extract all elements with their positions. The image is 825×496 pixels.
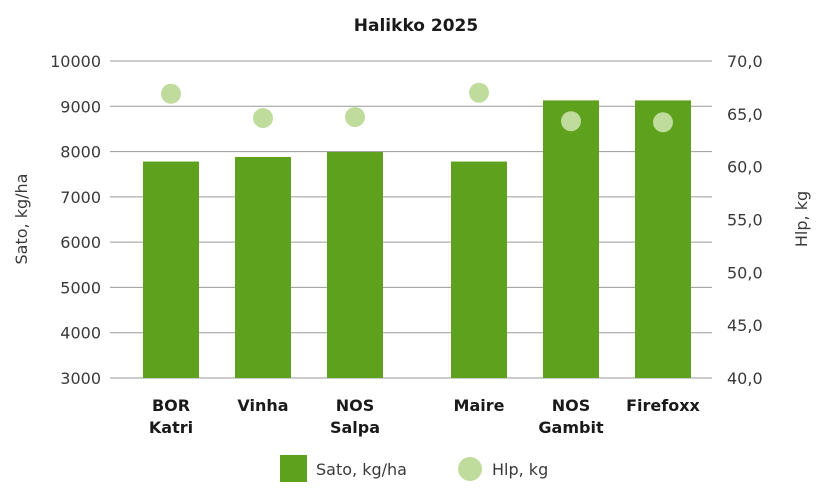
bar: [451, 161, 507, 378]
y-tick-label: 7000: [60, 188, 101, 207]
gridlines: [110, 60, 712, 379]
dot: [469, 82, 489, 103]
bar: [635, 100, 691, 379]
y2-tick-label: 55,0: [727, 211, 763, 230]
y-tick-label: 5000: [60, 278, 101, 297]
y2-tick-label: 45,0: [727, 316, 763, 335]
category-label: Maire: [454, 396, 505, 415]
legend-bar-swatch: [280, 455, 307, 482]
y2-tick-label: 65,0: [727, 105, 763, 124]
bar: [143, 161, 199, 378]
category-label: Vinha: [237, 396, 288, 415]
y-tick-label: 8000: [60, 143, 101, 162]
dot: [653, 112, 673, 133]
y-tick-label: 3000: [60, 369, 101, 388]
category-label: Salpa: [330, 418, 380, 437]
legend: Sato, kg/ha Hlp, kg: [280, 455, 548, 482]
category-label: NOS: [552, 396, 591, 415]
y-tick-label: 4000: [60, 324, 101, 343]
category-label: Katri: [149, 418, 193, 437]
y2-tick-label: 70,0: [727, 52, 763, 71]
y-tick-label: 9000: [60, 97, 101, 116]
bar: [235, 157, 291, 378]
right-axis-ticks: 40,0 45,0 50,0 55,0 60,0 65,0 70,0: [727, 52, 763, 388]
dot: [561, 111, 581, 132]
dot: [345, 107, 365, 128]
y-tick-label: 10000: [50, 52, 101, 71]
y2-tick-label: 60,0: [727, 158, 763, 177]
chart-title: Halikko 2025: [354, 16, 478, 36]
category-labels: BOR Katri Vinha NOS Salpa Maire NOS Gambit Firef…: [149, 396, 701, 437]
y-axis-title: Sato, kg/ha: [12, 174, 31, 265]
bar-series: [143, 100, 691, 379]
dot-series: [161, 82, 673, 133]
legend-dot-label: Hlp, kg: [492, 460, 548, 479]
y2-tick-label: 50,0: [727, 263, 763, 282]
y-tick-label: 6000: [60, 233, 101, 252]
bar: [327, 152, 383, 378]
category-label: Gambit: [538, 418, 604, 437]
y2-tick-label: 40,0: [727, 369, 763, 388]
left-axis-ticks: 3000 4000 5000 6000 7000 8000 9000 10000: [50, 52, 101, 388]
category-label: Firefoxx: [626, 396, 700, 415]
dot: [253, 108, 273, 129]
category-label: BOR: [152, 396, 190, 415]
dot: [161, 83, 181, 104]
legend-dot-swatch: [458, 457, 482, 481]
bar: [543, 100, 599, 379]
y2-axis-title: Hlp, kg: [792, 191, 811, 247]
category-label: NOS: [336, 396, 375, 415]
legend-bar-label: Sato, kg/ha: [316, 460, 407, 479]
